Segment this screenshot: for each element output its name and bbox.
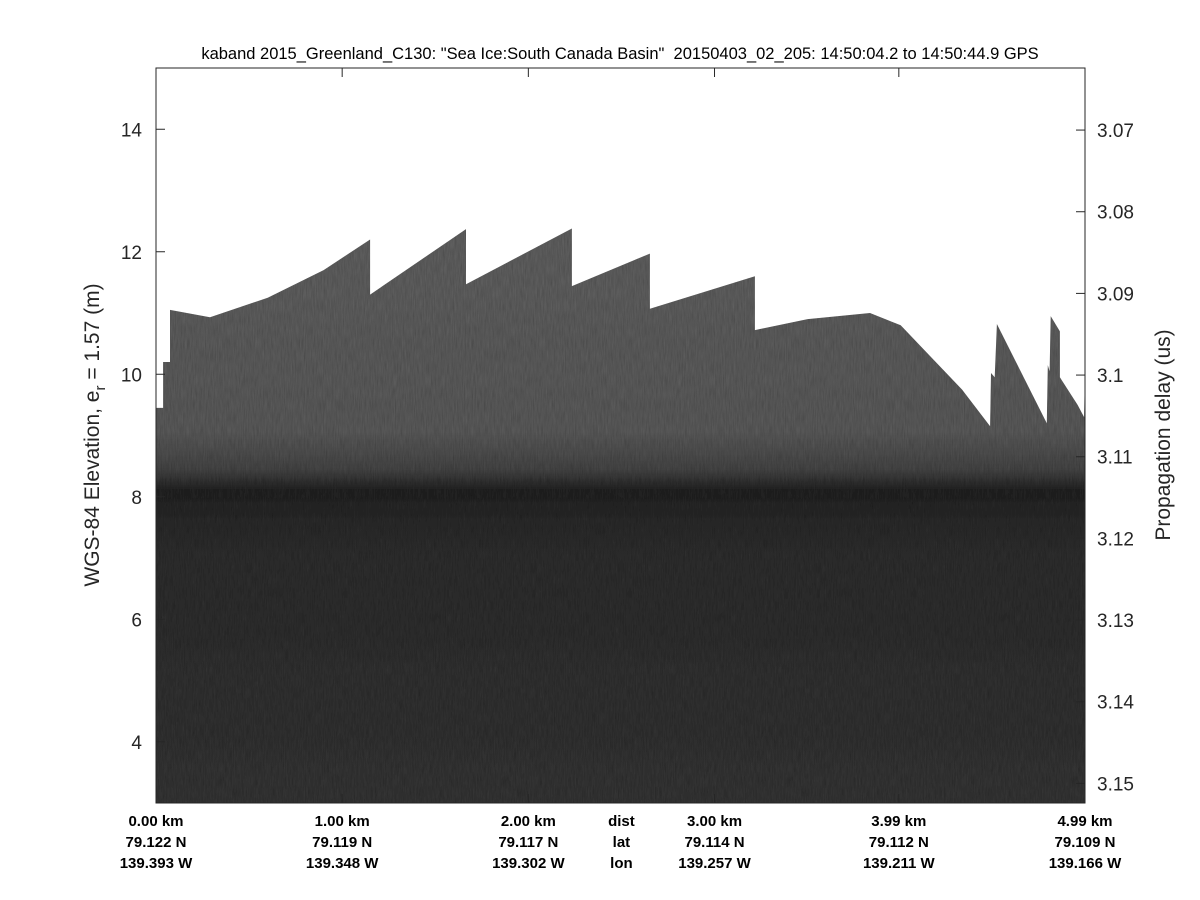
x-lat-label: 79.112 N [869, 834, 929, 851]
x-dist-label: 3.99 km [871, 813, 926, 830]
x-lon-label: 139.348 W [306, 855, 379, 872]
x-dist-label: 3.00 km [687, 813, 742, 830]
plot-frame [155, 67, 1086, 804]
x-lat-label: 79.117 N [498, 834, 558, 851]
x-lat-label: 79.109 N [1055, 834, 1116, 851]
x-lon-label: 139.211 W [863, 855, 936, 872]
x-lat-label: 79.122 N [126, 834, 187, 851]
x-lon-label: 139.166 W [1049, 855, 1122, 872]
right-tick-label: 3.07 [1097, 121, 1134, 142]
x-lat-label: 79.119 N [312, 834, 372, 851]
x-dist-label: 1.00 km [315, 813, 370, 830]
x-lon-label: 139.393 W [120, 855, 193, 872]
right-tick-label: 3.12 [1097, 529, 1134, 550]
right-tick-label: 3.09 [1097, 284, 1134, 305]
y-axis-left-label: WGS-84 Elevation, er = 1.57 (m) [81, 283, 109, 586]
x-lon-label: 139.257 W [678, 855, 751, 872]
left-tick-label: 8 [131, 488, 142, 509]
right-tick-label: 3.13 [1097, 611, 1134, 632]
left-tick-label: 6 [131, 610, 142, 631]
y-axis-right-label: Propagation delay (us) [1152, 329, 1175, 540]
x-row-dist-header: dist [608, 813, 635, 830]
x-dist-label: 2.00 km [501, 813, 556, 830]
x-lat-label: 79.114 N [684, 834, 744, 851]
right-tick-label: 3.08 [1097, 203, 1134, 224]
x-lon-label: 139.302 W [492, 855, 565, 872]
right-tick-label: 3.14 [1097, 693, 1134, 714]
x-row-lon-header: lon [610, 855, 633, 872]
right-tick-label: 3.11 [1097, 448, 1133, 469]
x-dist-label: 4.99 km [1057, 813, 1112, 830]
left-tick-label: 14 [121, 120, 143, 141]
x-dist-label: 0.00 km [128, 813, 183, 830]
left-tick-label: 12 [121, 243, 142, 264]
right-tick-label: 3.1 [1097, 366, 1123, 387]
left-tick-label: 4 [131, 733, 142, 754]
right-tick-label: 3.15 [1097, 774, 1134, 795]
x-row-lat-header: lat [613, 834, 631, 851]
left-tick-label: 10 [121, 365, 142, 386]
chart-title: kaband 2015_Greenland_C130: "Sea Ice:Sou… [201, 45, 1038, 63]
